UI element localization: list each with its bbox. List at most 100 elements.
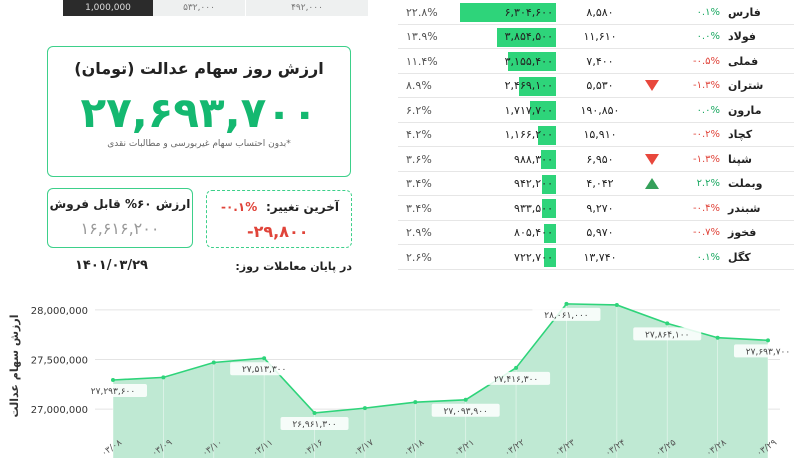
market-value: ۹۳۳,۵۰۰ [514,201,553,215]
holding-row[interactable]: ۳.۶% ۹۸۸,۳۰۰ ۶,۹۵۰ -۱.۳% شپنا [398,147,794,172]
y-tick-label: 27,000,000 [31,405,88,416]
point-label: ۲۷,۲۹۳,۶۰۰ [91,387,135,397]
market-value: ۱,۱۶۶,۲۰۰ [504,128,553,141]
data-point [211,360,216,365]
market-value-bar [540,150,556,169]
sellable-label: ارزش ۶۰% قابل فروش [49,197,191,211]
holding-price: ۱۵,۹۱۰ [583,128,617,141]
holding-symbol[interactable]: فخوز [728,226,757,239]
holding-price: ۷,۴۰۰ [586,54,614,68]
point-label-box [79,384,147,398]
point-label: ۲۷,۵۱۳,۳۰۰ [242,365,286,375]
data-point [111,378,115,383]
market-value-bar [518,76,556,96]
trading-date-label: در پایان معاملات روز: [235,260,352,273]
market-value-cell: ۳,۱۵۵,۴۰۰ [460,49,556,73]
series-line [112,303,769,414]
holding-symbol[interactable]: فارس [728,5,761,19]
last-change-amount: -۲۹,۸۰۰ [247,222,309,241]
arrow-placeholder [642,49,662,73]
market-value-cell: ۱,۷۱۷,۷۰۰ [460,98,556,122]
market-value-cell: ۶,۳۰۴,۶۰۰ [460,0,556,24]
holding-row[interactable]: ۳.۴% ۹۴۲,۲۰۰ ۴,۰۴۲ ۲.۲% وبملت [398,172,794,196]
arrow-placeholder [642,98,662,122]
point-label-box [532,307,601,321]
point-label: ۲۸,۰۶۱,۰۰۰ [544,311,588,321]
holding-symbol[interactable]: فولاد [728,30,756,43]
market-value: ۶,۳۰۴,۶۰۰ [504,5,553,19]
holding-symbol[interactable]: شتران [728,79,764,92]
holding-weight: ۶.۲% [406,103,432,117]
holding-row[interactable]: ۶.۲% ۱,۷۱۷,۷۰۰ ۱۹۰,۸۵۰ ۰.۰% مارون [398,98,794,123]
market-value: ۲,۴۶۹,۱۰۰ [504,79,553,92]
holding-symbol[interactable]: وبملت [728,177,763,190]
data-point [614,302,619,307]
market-value-bar [497,27,556,47]
y-axis-label: ارزش سهام عدالت [8,315,21,418]
arrow-placeholder [642,245,662,269]
holding-change: -۱.۳% [692,80,720,91]
data-point [564,301,569,306]
holding-price: ۱۱,۶۱۰ [583,30,617,43]
holding-price: ۹,۲۷۰ [586,201,614,215]
market-value-bar [544,248,556,267]
holding-symbol[interactable]: شپنا [728,152,752,166]
holding-weight: ۳.۶% [406,152,432,166]
data-point [312,410,317,415]
market-value-cell: ۹۴۲,۲۰۰ [460,172,556,196]
market-value-cell: ۸۰۵,۴۰۰ [460,221,556,245]
holding-row[interactable]: ۱۱.۴% ۳,۱۵۵,۴۰۰ ۷,۴۰۰ -۰.۵% فملی [398,49,794,74]
holding-symbol[interactable]: شبندر [728,201,761,215]
holding-change: -۰.۷% [692,227,720,238]
chart-svg: 27,000,000 27,500,000 28,000,000 ارزش سهام … [8,301,800,462]
holding-change: -۰.۴% [692,202,720,214]
market-value-bar [543,223,556,243]
data-point [514,365,519,370]
holding-row[interactable]: ۲.۶% ۷۲۲,۷۰۰ ۱۳,۷۴۰ ۰.۱% کگل [398,245,794,270]
holding-weight: ۴.۲% [406,128,432,141]
holding-symbol[interactable]: فملی [728,54,759,68]
holding-row[interactable]: ۳.۴% ۹۳۳,۵۰۰ ۹,۲۷۰ -۰.۴% شبندر [398,196,794,221]
arrow-placeholder [642,221,662,245]
holding-price: ۶,۹۵۰ [586,152,614,166]
market-value-cell: ۷۲۲,۷۰۰ [460,245,556,269]
market-value: ۷۲۲,۷۰۰ [514,250,553,264]
holding-change: ۰.۱% [696,6,720,18]
strip-cell-1: 1,000,000 [63,0,153,16]
data-point [362,406,367,411]
arrow-placeholder [642,123,662,147]
market-value-bar [530,101,556,120]
arrow-placeholder [642,25,662,49]
strip-cell-2: ۵۳۲,۰۰۰ [153,0,245,16]
holding-symbol[interactable]: کگل [728,250,751,264]
last-change-percent: -۰.۱% [221,200,258,214]
point-label: ۲۷,۰۹۳,۹۰۰ [443,407,487,417]
point-label-box [230,362,299,376]
data-point [262,356,267,361]
y-tick-label: 28,000,000 [31,306,88,317]
trading-date: ۱۴۰۱/۰۳/۲۹ [75,258,148,273]
holding-row[interactable]: ۴.۲% ۱,۱۶۶,۲۰۰ ۱۵,۹۱۰ -۰.۲% کچاد [398,123,794,147]
point-label: ۲۷,۸۶۴,۱۰۰ [645,330,689,340]
holding-change: ۰.۰% [696,104,720,116]
market-value: ۹۸۸,۳۰۰ [514,152,553,166]
holding-symbol[interactable]: کچاد [728,128,753,141]
data-point [715,335,720,340]
holding-change: ۰.۱% [696,251,720,263]
holding-change: -۱.۳% [692,153,720,165]
market-value-bar [508,52,556,71]
market-value-bar [541,199,556,218]
holding-row[interactable]: ۲۲.۸% ۶,۳۰۴,۶۰۰ ۸,۵۸۰ ۰.۱% فارس [398,0,794,25]
holding-row[interactable]: ۲.۹% ۸۰۵,۴۰۰ ۵,۹۷۰ -۰.۷% فخوز [398,221,794,245]
holding-row[interactable]: ۱۳.۹% ۳,۸۵۴,۵۰۰ ۱۱,۶۱۰ ۰.۰% فولاد [398,25,794,49]
holding-row[interactable]: ۸.۹% ۲,۴۶۹,۱۰۰ ۵,۵۳۰ -۱.۳% شتران [398,74,794,98]
last-change-label: آخرین تغییر: [265,200,339,214]
data-point [665,321,670,326]
data-point [161,375,166,380]
point-label-box [280,416,349,430]
holding-change: ۰.۰% [696,31,720,42]
point-label: ۲۶,۹۶۱,۳۰۰ [292,420,336,430]
holding-weight: ۳.۴% [406,177,432,190]
holding-price: ۱۳,۷۴۰ [583,250,617,264]
holding-symbol[interactable]: مارون [728,103,762,117]
